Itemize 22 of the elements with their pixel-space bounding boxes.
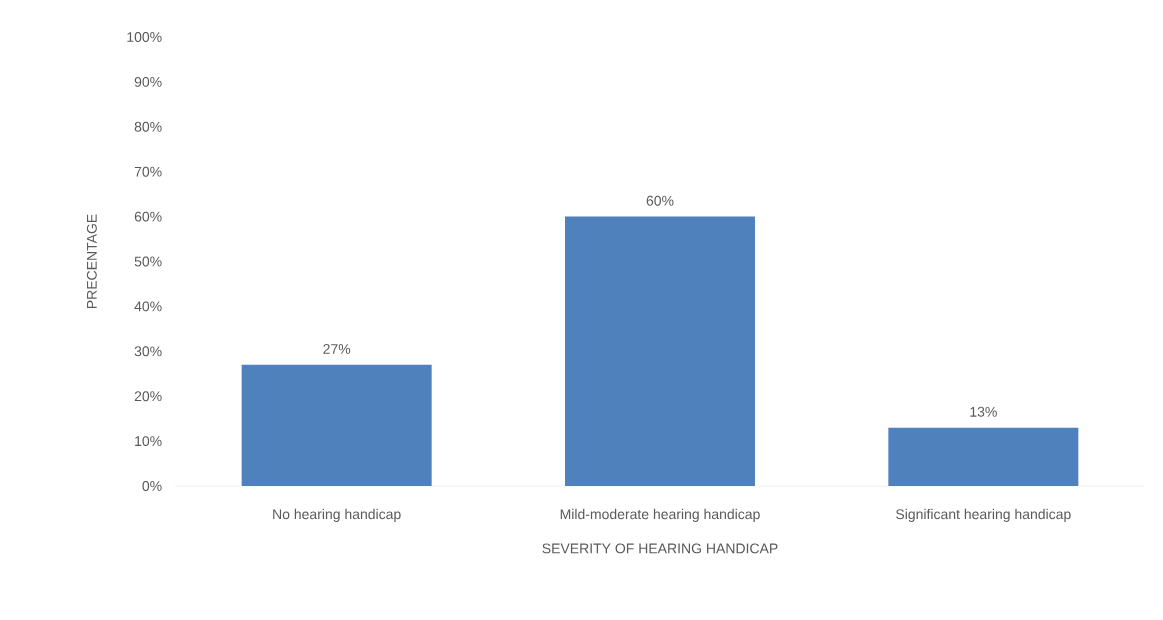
x-tick-label: Significant hearing handicap [896, 508, 1071, 522]
y-tick-label: 90% [134, 76, 162, 87]
x-axis-title: SEVERITY OF HEARING HANDICAP [542, 543, 778, 554]
y-tick-label: 100% [127, 32, 162, 42]
y-tick-label: 70% [134, 166, 162, 177]
y-tick-label: 80% [134, 121, 162, 132]
data-label: 27% [323, 344, 351, 354]
data-label: 13% [970, 406, 997, 417]
bar [241, 364, 432, 486]
y-tick-label: 60% [134, 211, 162, 222]
data-label: 60% [646, 195, 674, 206]
bar [565, 216, 756, 486]
y-tick-label: 40% [134, 301, 162, 312]
y-tick-label: 0% [142, 481, 162, 491]
y-tick-label: 50% [134, 256, 162, 267]
y-tick-label: 10% [135, 436, 162, 447]
y-tick-label: 30% [134, 346, 162, 357]
y-tick-label: 20% [134, 391, 162, 402]
x-tick-label: No hearing handicap [273, 508, 401, 522]
x-tick-label: Mild-moderate hearing handicap [560, 508, 760, 522]
y-axis-title: PRECENTAGE [86, 214, 97, 309]
bar [888, 427, 1079, 486]
